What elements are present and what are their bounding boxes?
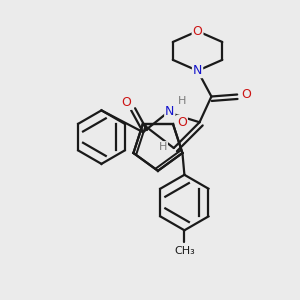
Text: O: O	[193, 25, 202, 38]
Text: CH₃: CH₃	[174, 246, 195, 256]
Text: N: N	[193, 64, 202, 77]
Text: H: H	[159, 142, 167, 152]
Text: H: H	[178, 97, 186, 106]
Text: O: O	[241, 88, 251, 101]
Text: N: N	[165, 105, 175, 118]
Text: O: O	[121, 96, 131, 109]
Text: O: O	[177, 116, 187, 129]
